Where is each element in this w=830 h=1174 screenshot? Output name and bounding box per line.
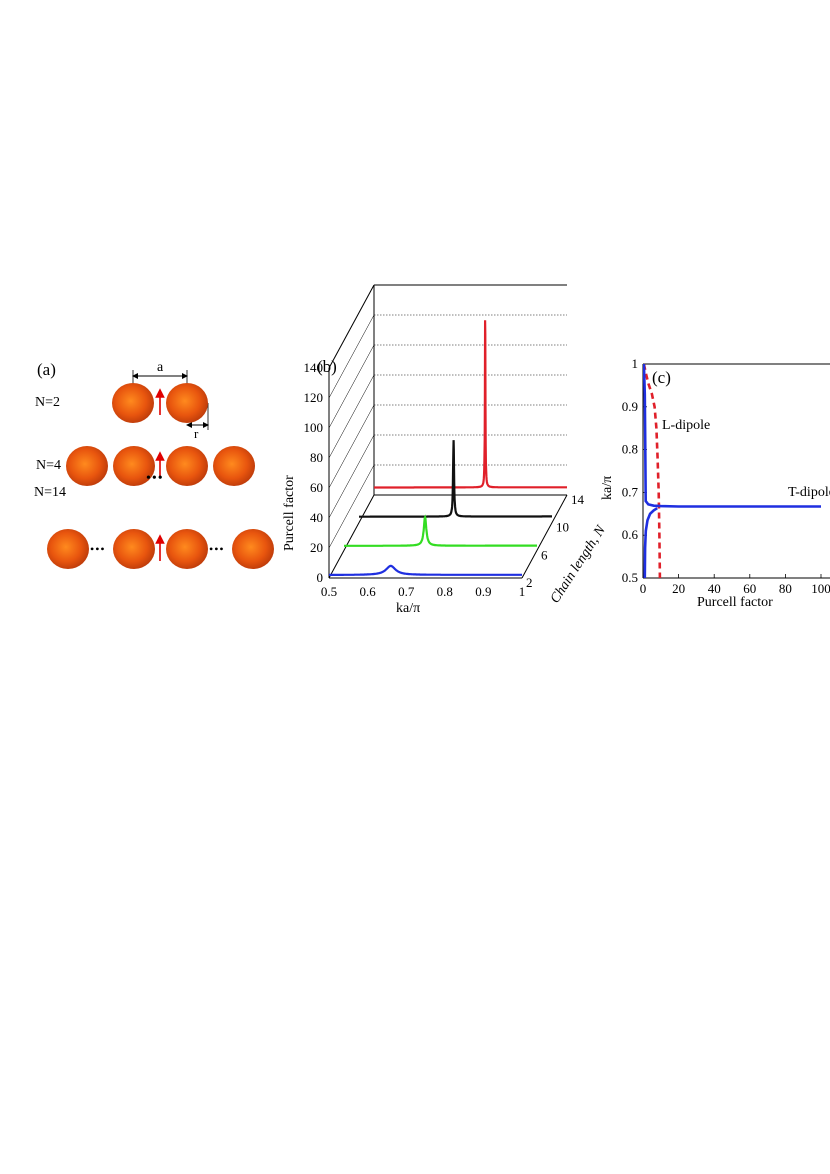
sphere bbox=[47, 529, 89, 569]
panel-c-x-label: Purcell factor bbox=[697, 595, 773, 610]
x-tick-label: 60 bbox=[743, 581, 756, 596]
n-tick-label: 2 bbox=[526, 575, 533, 590]
series-line-t-dipole-lower bbox=[643, 507, 658, 579]
row-label-n2: N=2 bbox=[35, 395, 60, 410]
sphere bbox=[166, 383, 208, 423]
dimension-a-label: a bbox=[157, 360, 164, 375]
sphere bbox=[213, 446, 255, 486]
grid-line-left-wall bbox=[328, 314, 375, 399]
x-tick-label: 0.6 bbox=[359, 584, 376, 599]
row-label-n14: N=14 bbox=[34, 485, 66, 500]
y-tick-label: 0.5 bbox=[622, 570, 638, 585]
grid-line-left-wall bbox=[328, 464, 375, 549]
series-line-n6 bbox=[344, 514, 537, 547]
y-tick-label: 1 bbox=[632, 356, 639, 371]
n-tick-label: 14 bbox=[571, 492, 585, 507]
z-tick-label: 140 bbox=[304, 360, 324, 375]
x-tick-label: 0.9 bbox=[475, 584, 491, 599]
series-line-t-dipole bbox=[643, 363, 821, 508]
x-tick-label: 0.7 bbox=[398, 584, 415, 599]
panel-a-label: (a) bbox=[37, 360, 56, 379]
series-line-n2 bbox=[329, 564, 522, 577]
grid-line-left-wall bbox=[328, 404, 375, 489]
sphere bbox=[66, 446, 108, 486]
x-tick-label: 0.5 bbox=[321, 584, 337, 599]
y-tick-label: 0.9 bbox=[622, 399, 638, 414]
y-tick-label: 0.8 bbox=[622, 442, 638, 457]
annotation-t-dipole: T-dipole bbox=[788, 485, 830, 500]
grid-line-left-wall bbox=[328, 344, 375, 429]
panel-b-frame bbox=[328, 284, 568, 579]
y-tick-label: 0.6 bbox=[622, 527, 639, 542]
z-tick-label: 0 bbox=[317, 570, 324, 585]
z-tick-label: 40 bbox=[310, 510, 323, 525]
sphere bbox=[113, 446, 155, 486]
sphere bbox=[232, 529, 274, 569]
series-line-n14 bbox=[374, 320, 567, 489]
panel-b-x-label: ka/π bbox=[396, 601, 420, 616]
z-tick-label: 100 bbox=[304, 420, 324, 435]
panel-b-grid bbox=[328, 284, 567, 579]
n-tick-label: 6 bbox=[541, 547, 548, 562]
grid-line-left-wall bbox=[328, 494, 375, 579]
x-tick-label: 40 bbox=[708, 581, 721, 596]
x-tick-label: 0.8 bbox=[437, 584, 453, 599]
axis-right-depth-edge bbox=[521, 494, 568, 579]
panel-c-y-label: ka/π bbox=[600, 476, 615, 500]
sphere bbox=[112, 383, 154, 423]
z-tick-label: 60 bbox=[310, 480, 323, 495]
chain-ellipsis: ••• bbox=[90, 542, 106, 556]
series-line-l-dipole bbox=[643, 363, 662, 579]
x-tick-label: 20 bbox=[672, 581, 685, 596]
panel-b-y-label: Chain length, N bbox=[548, 523, 609, 606]
sphere bbox=[166, 446, 208, 486]
panel-b-series bbox=[329, 320, 567, 577]
x-tick-label: 1 bbox=[519, 584, 526, 599]
z-tick-label: 20 bbox=[310, 540, 323, 555]
chain-ellipsis: ••• bbox=[209, 542, 225, 556]
panel-b-z-label: Purcell factor bbox=[282, 475, 297, 551]
grid-line-left-wall bbox=[328, 434, 375, 519]
x-tick-label: 0 bbox=[640, 581, 647, 596]
grid-line-left-wall bbox=[328, 284, 375, 369]
sphere bbox=[166, 529, 208, 569]
series-line-n10 bbox=[359, 440, 552, 518]
dimension-r-label: r bbox=[194, 426, 199, 441]
n-tick-label: 10 bbox=[556, 520, 569, 535]
panel-c-frame bbox=[642, 363, 830, 579]
z-tick-label: 120 bbox=[304, 390, 324, 405]
grid-line-left-wall bbox=[328, 374, 375, 459]
sphere bbox=[113, 529, 155, 569]
x-tick-label: 100 bbox=[811, 581, 830, 596]
panel-c-ticks: 0 20 40 60 80 100 0.5 0.6 0.7 0.8 0.9 1 bbox=[622, 356, 830, 596]
panel-c-series bbox=[643, 363, 821, 579]
row-label-n4: N=4 bbox=[36, 458, 61, 473]
panel-c-label: (c) bbox=[652, 368, 671, 387]
panel-c: 0 20 40 60 80 100 0.5 0.6 0.7 0.8 0.9 1 (c) L-dipol… bbox=[600, 356, 830, 610]
x-tick-label: 80 bbox=[779, 581, 792, 596]
z-tick-label: 80 bbox=[310, 450, 323, 465]
panel-a: (a) a r N=2 N=4 ••• N=14 ••• ••• bbox=[34, 360, 274, 569]
row-ellipsis: ••• bbox=[146, 471, 164, 486]
y-tick-label: 0.7 bbox=[622, 484, 639, 499]
annotation-l-dipole: L-dipole bbox=[662, 418, 710, 433]
